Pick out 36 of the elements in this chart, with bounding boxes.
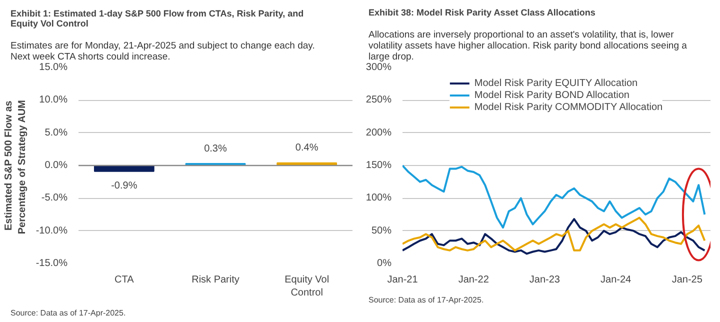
legend-label: Model Risk Parity BOND Allocation <box>474 89 630 101</box>
x-tick-label: Jan-21 <box>387 274 418 286</box>
x-tick-label: Risk Parity <box>192 274 240 286</box>
x-tick-label: CTA <box>114 274 134 286</box>
y-tick-label: 10.0% <box>39 94 68 106</box>
data-label: 0.3% <box>204 143 228 154</box>
x-tick-label: Jan-23 <box>529 274 560 286</box>
y-tick-label: 0% <box>377 258 392 269</box>
x-tick-label: Jan-24 <box>600 274 632 286</box>
chart-title: Exhibit 38: Model Risk Parity Asset Class Allocations <box>368 8 596 18</box>
x-tick-label: Jan-22 <box>458 274 490 286</box>
y-axis-title: Estimated S&P 500 Flow as Percentage of Strategy AUM <box>4 100 28 234</box>
legend-label: Model Risk Parity EQUITY Allocation <box>474 77 638 89</box>
legend-label: Model Risk Parity COMMODITY Allocation <box>474 101 663 113</box>
source-note: Source: Data as of 17-Apr-2025. <box>368 296 484 304</box>
source-note: Source: Data as of 17-Apr-2025. <box>10 308 126 318</box>
y-tick-label: 150% <box>366 160 392 171</box>
y-tick-label: 300% <box>366 62 392 73</box>
y-tick-label: -5.0% <box>41 192 68 204</box>
chart-subtitle: Allocations are inversely proportional to an asset's volatility, that is, lower volatility assets have higher allocation. Risk parity bond allocations seeing a large drop. <box>368 30 688 62</box>
data-label: 0.4% <box>295 142 318 154</box>
y-tick-label: 50% <box>371 225 392 236</box>
y-tick-label: 5.0% <box>44 127 68 138</box>
chart-subtitle: Estimates are for Monday, 21-Apr-2025 and subject to change each day. Next week CTA shorts could increase. <box>10 40 315 62</box>
x-tick-label: Equity Vol Control <box>284 274 330 299</box>
y-tick-label: 100% <box>366 192 392 204</box>
y-tick-label: 250% <box>366 94 392 106</box>
x-tick-label: Jan-25 <box>672 274 703 286</box>
y-tick-label: -15.0% <box>36 258 68 269</box>
y-tick-label: 200% <box>366 127 392 138</box>
chart-title: Exhibit 1: Estimated 1-day S&P 500 Flow from CTAs, Risk Parity, and Equity Vol Control <box>10 8 304 28</box>
data-label: -0.9% <box>111 180 138 192</box>
line-series <box>402 164 706 229</box>
y-tick-label: 0.0% <box>44 160 68 171</box>
y-tick-label: 15.0% <box>39 62 68 73</box>
y-tick-label: -10.0% <box>36 225 68 236</box>
